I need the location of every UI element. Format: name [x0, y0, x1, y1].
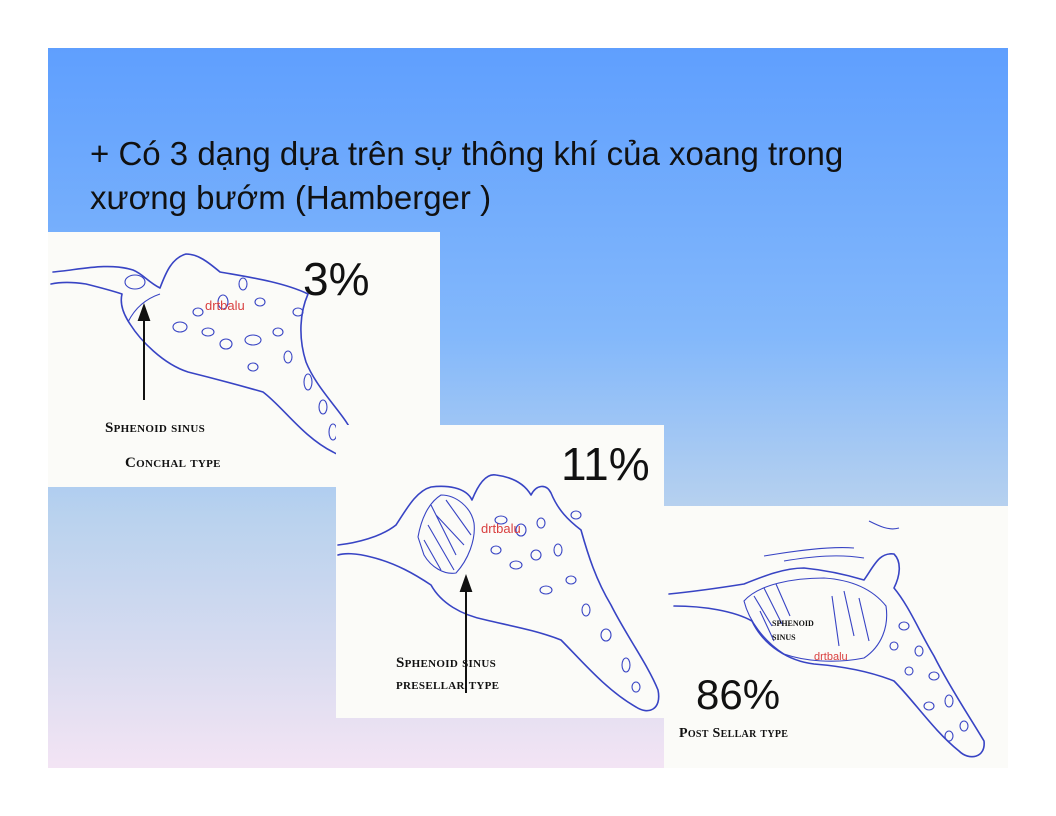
presellar-type-panel: 11% drtbalu Sphenoid sinus presellar typ… — [336, 425, 664, 718]
sphenoid-sinus-label-line-2: sinus — [772, 631, 796, 643]
presellar-caption-line-2: presellar type — [396, 677, 500, 693]
watermark: drtbalu — [814, 651, 848, 663]
presellar-caption-line-1: Sphenoid sinus — [396, 655, 497, 671]
conchal-caption-line-2: Conchal type — [125, 455, 221, 471]
conchal-sketch — [50, 253, 356, 457]
slide-title: + Có 3 dạng dựa trên sự thông khí của xo… — [90, 132, 970, 220]
conchal-percent: 3% — [303, 253, 370, 305]
conchal-caption-line-1: Sphenoid sinus — [105, 420, 206, 436]
sphenoid-sinus-label-line-1: sphenoid — [772, 617, 814, 629]
conchal-type-panel: 3% drtbalu Sphenoid sinus Conchal type — [48, 232, 440, 487]
slide: + Có 3 dạng dựa trên sự thông khí của xo… — [48, 48, 1008, 768]
watermark: drtbalu — [481, 521, 521, 536]
watermark: drtbalu — [205, 298, 245, 313]
post-sellar-percent: 86% — [696, 671, 781, 718]
presellar-percent: 11% — [561, 438, 650, 490]
post-sellar-sketch — [668, 520, 985, 758]
title-line-1: + Có 3 dạng dựa trên sự thông khí của xo… — [90, 135, 844, 172]
presellar-sketch — [337, 474, 660, 712]
sphenoid-sinus-label: sphenoid sinus — [772, 616, 814, 644]
title-line-2: xương bướm (Hamberger ) — [90, 179, 492, 216]
post-sellar-type-panel: sphenoid sinus drtbalu 86% Post Sellar t… — [664, 506, 1008, 768]
post-sellar-caption: Post Sellar type — [679, 726, 789, 741]
